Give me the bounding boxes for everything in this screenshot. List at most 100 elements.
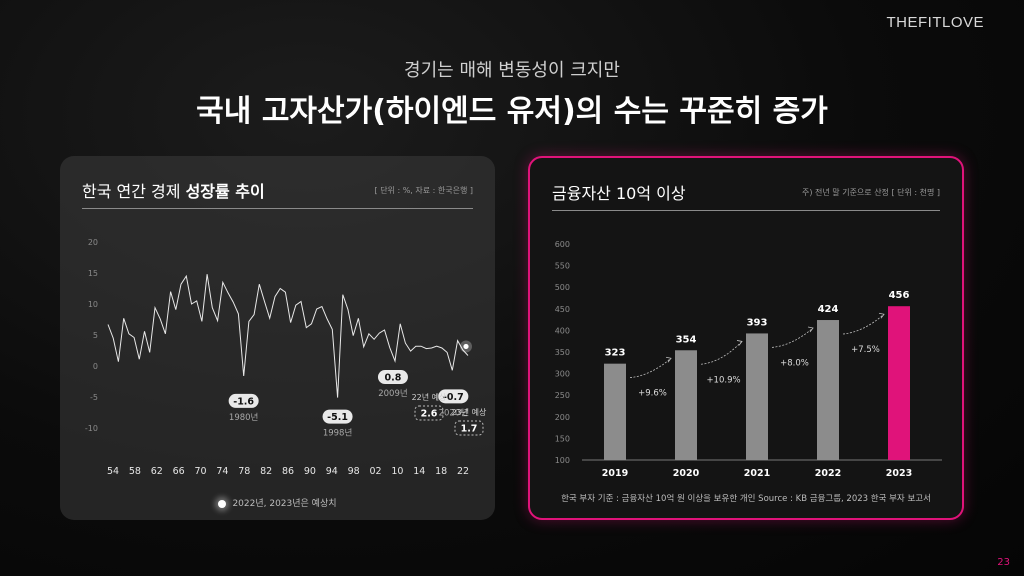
- x-category-label: 2021: [744, 468, 770, 479]
- forecast-dot-icon: [218, 499, 227, 508]
- growth-arrow: [771, 327, 814, 348]
- bar: [746, 333, 768, 460]
- growth-series-line: [107, 274, 469, 398]
- growth-rate-card: 한국 연간 경제 성장률 추이 [ 단위 : %, 자료 : 한국은행 ] 20…: [60, 156, 495, 520]
- brand-logo: THEFITLOVE: [886, 14, 984, 31]
- growth-label: +7.5%: [851, 345, 880, 355]
- x-category-label: 2023: [886, 468, 912, 479]
- growth-label: +10.9%: [706, 375, 740, 385]
- assets-card-note: 주) 전년 말 기준으로 산정 [ 단위 : 천명 ]: [802, 188, 940, 197]
- y-tick-label: 350: [555, 348, 570, 357]
- y-tick-label: 450: [555, 305, 570, 314]
- growth-line-chart: 20 15 10 5 0 -5 -10 54 58 62 66 70 74 78 82 86 90 94 98 02 1…: [85, 238, 487, 477]
- growth-arrow: [700, 341, 743, 365]
- x-tick-label: 90: [304, 466, 316, 477]
- growth-arrow: [842, 313, 885, 335]
- assets-card-title: 금융자산 10억 이상: [552, 184, 686, 203]
- growth-card-title-plain: 한국 연간 경제: [82, 182, 186, 201]
- bar: [888, 306, 910, 460]
- forecast-value-2023: 1.7: [461, 424, 478, 435]
- annotation-value: 0.8: [385, 373, 402, 384]
- y-tick-label: 10: [88, 300, 98, 309]
- y-tick-label: 200: [555, 413, 570, 422]
- x-tick-label: 62: [151, 466, 163, 477]
- y-tick-label: 20: [88, 238, 98, 247]
- growth-card-note: [ 단위 : %, 자료 : 한국은행 ]: [374, 186, 473, 195]
- x-category-label: 2019: [602, 468, 628, 479]
- bar-value-label: 424: [818, 304, 839, 315]
- annotation-value: -5.1: [327, 412, 348, 423]
- growth-arrow-head: [878, 312, 885, 319]
- annotation-year: 1998년: [323, 428, 352, 439]
- y-tick-label: 100: [555, 456, 570, 465]
- assets-card-divider: [552, 210, 940, 211]
- y-tick-label: 5: [93, 331, 98, 340]
- y-tick-label: -10: [85, 424, 98, 433]
- annotation-year: 2009년: [378, 388, 407, 399]
- assets-source-note: 한국 부자 기준 : 금융자산 10억 원 이상을 보유한 개인 Source …: [561, 494, 931, 504]
- annotation-pill: [438, 389, 469, 404]
- y-tick-label: 150: [555, 434, 570, 443]
- x-tick-label: 66: [173, 466, 185, 477]
- forecast-legend-text: 2022년, 2023년은 예상치: [232, 499, 337, 509]
- bar-value-label: 323: [605, 348, 626, 359]
- x-tick-label: 82: [260, 466, 272, 477]
- y-tick-label: 600: [555, 240, 570, 249]
- bar: [604, 363, 626, 460]
- x-tick-label: 54: [107, 466, 119, 477]
- x-tick-label: 86: [282, 466, 294, 477]
- forecast-value-2022: 2.6: [421, 409, 438, 420]
- x-tick-label: 78: [238, 466, 250, 477]
- forecast-box-2022: [414, 405, 444, 421]
- annotation-value: -1.6: [233, 396, 254, 407]
- bar: [817, 320, 839, 460]
- annotation-year: 1980년: [229, 412, 258, 423]
- slide-subtitle: 경기는 매해 변동성이 크지만: [404, 60, 620, 81]
- x-tick-label: 98: [348, 466, 360, 477]
- x-tick-label: 18: [435, 466, 447, 477]
- growth-arrow-head: [665, 356, 672, 363]
- annotation-pill: [322, 409, 353, 424]
- annotation-year: 2020년: [439, 407, 468, 418]
- x-tick-label: 70: [194, 466, 206, 477]
- x-tick-label: 22: [457, 466, 469, 477]
- y-tick-label: 400: [555, 326, 570, 335]
- forecast-label-2022: 22년 예상: [412, 392, 447, 402]
- annotation-value: -0.7: [443, 392, 464, 403]
- growth-label: +8.0%: [780, 358, 809, 368]
- growth-label: +9.6%: [638, 389, 667, 399]
- y-tick-label: 500: [555, 283, 570, 292]
- y-tick-label: 300: [555, 370, 570, 379]
- x-category-label: 2020: [673, 468, 700, 479]
- forecast-point: [463, 343, 469, 350]
- y-tick-label: 550: [555, 262, 570, 271]
- y-tick-label: -5: [90, 393, 98, 402]
- y-tick-label: 15: [88, 269, 98, 278]
- y-tick-label: 0: [93, 362, 98, 371]
- growth-arrow: [629, 357, 672, 379]
- growth-card-title-bold: 성장률 추이: [185, 182, 265, 201]
- bar-value-label: 393: [747, 317, 768, 328]
- growth-card-divider: [82, 208, 473, 209]
- x-tick-label: 14: [413, 466, 425, 477]
- y-tick-label: 250: [555, 391, 570, 400]
- slide-title: 국내 고자산가(하이엔드 유저)의 수는 꾸준히 증가: [196, 94, 828, 129]
- financial-assets-card: 금융자산 10억 이상 주) 전년 말 기준으로 산정 [ 단위 : 천명 ] …: [528, 156, 964, 520]
- forecast-box-2023: [454, 420, 484, 436]
- bar: [675, 350, 697, 460]
- forecast-label-2023: 23년 예상: [452, 407, 487, 417]
- bar-value-label: 456: [889, 290, 910, 301]
- page-number: 23: [997, 557, 1010, 568]
- forecast-legend: 2022년, 2023년은 예상치: [60, 496, 495, 509]
- assets-bar-chart: 600 550 500 450 400 350 300 250 200 150 100 323 2019…: [555, 240, 942, 479]
- growth-arrow-head: [807, 326, 814, 333]
- x-tick-label: 94: [326, 466, 338, 477]
- x-category-label: 2022: [815, 468, 841, 479]
- x-tick-label: 74: [216, 466, 228, 477]
- x-tick-label: 02: [369, 466, 381, 477]
- growth-card-title: 한국 연간 경제 성장률 추이: [82, 178, 265, 202]
- annotation-pill: [228, 393, 259, 408]
- x-tick-label: 58: [129, 466, 141, 477]
- annotation-pill: [377, 370, 408, 385]
- x-tick-label: 10: [391, 466, 403, 477]
